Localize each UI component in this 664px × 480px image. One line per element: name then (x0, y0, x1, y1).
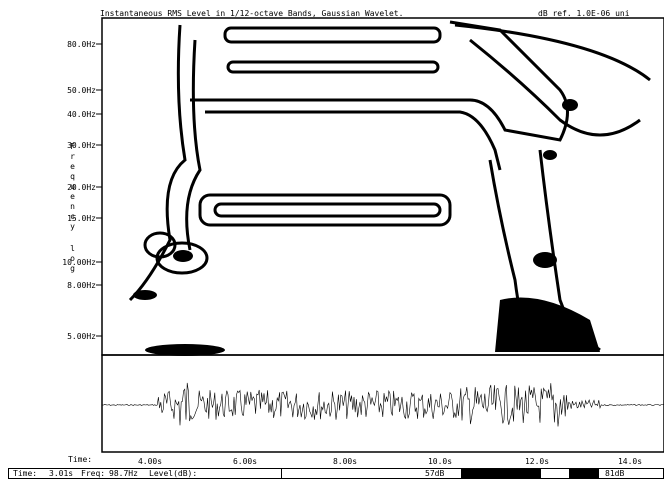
freq-label: Freq: (81, 469, 105, 478)
scale-high: 81dB (605, 469, 624, 478)
x-tick-label: 14.0s (618, 457, 642, 466)
screen: Instantaneous RMS Level in 1/12-octave B… (0, 0, 664, 480)
status-bar: Time: 3.01s Freq: 98.7Hz Level(dB): 57dB… (8, 468, 664, 479)
x-tick-label: 8.00s (333, 457, 357, 466)
y-tick-label: 20.0Hz (67, 183, 96, 192)
y-tick-label: 50.0Hz (67, 86, 96, 95)
waveform (102, 383, 664, 427)
y-tick-label: 30.0Hz (67, 141, 96, 150)
title: Instantaneous RMS Level in 1/12-octave B… (100, 9, 403, 18)
y-tick-label: 15.0Hz (67, 214, 96, 223)
time-label: Time: (13, 469, 37, 478)
plot (0, 0, 664, 480)
x-axis-label: Time: (68, 455, 92, 464)
x-tick-label: 6.00s (233, 457, 257, 466)
spectrogram-frame (102, 18, 664, 355)
y-tick-label: 40.0Hz (67, 110, 96, 119)
contour-fills (133, 99, 600, 356)
reference: dB ref. 1.0E-06 uni (538, 9, 630, 18)
y-tick-label: 5.00Hz (67, 332, 96, 341)
y-tick-label: 10.00Hz (62, 258, 96, 267)
x-tick-label: 12.0s (525, 457, 549, 466)
x-tick-label: 4.00s (138, 457, 162, 466)
level-label: Level(dB): (149, 469, 197, 478)
scale-low: 57dB (425, 469, 444, 478)
level-bar (461, 469, 541, 478)
y-tick-label: 8.00Hz (67, 281, 96, 290)
time-value: 3.01s (49, 469, 73, 478)
y-tick-marks (96, 44, 102, 336)
level-bar (569, 469, 599, 478)
y-tick-label: 80.0Hz (67, 40, 96, 49)
contours (130, 22, 650, 350)
x-tick-label: 10.0s (428, 457, 452, 466)
freq-value: 98.7Hz (109, 469, 138, 478)
